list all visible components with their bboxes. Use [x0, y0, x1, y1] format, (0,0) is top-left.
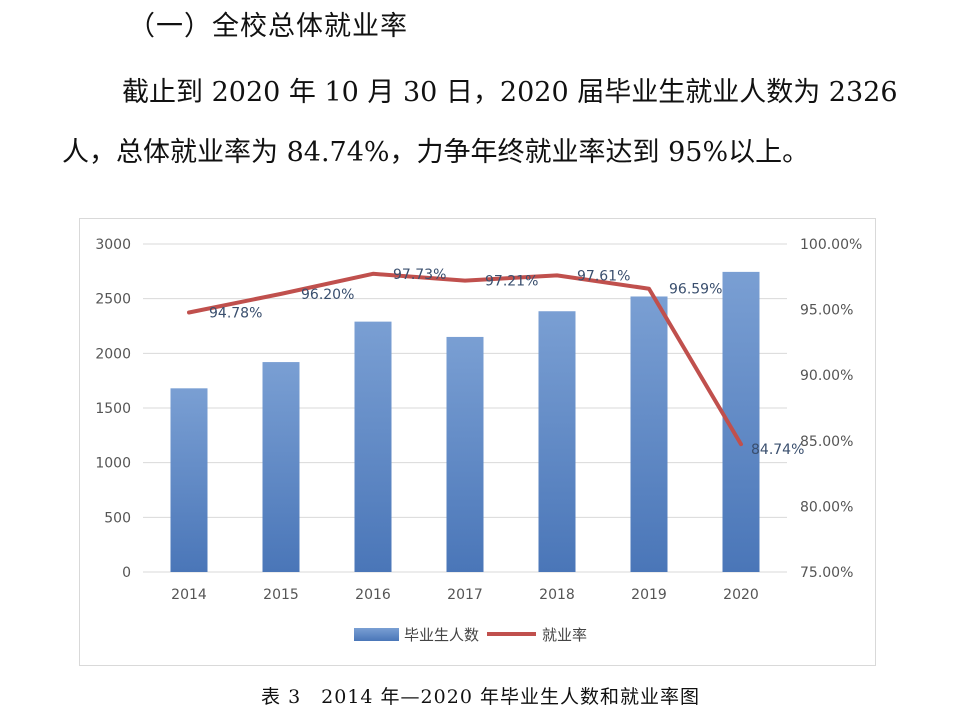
y-left-tick-label: 3000 [95, 237, 131, 253]
bar [538, 311, 576, 572]
data-label: 97.21% [485, 274, 538, 290]
y-left-tick-label: 500 [104, 510, 131, 526]
figure-caption: 表 3 2014 年—2020 年毕业生人数和就业率图 [261, 686, 700, 708]
bar [630, 296, 668, 572]
y-left-tick-label: 2500 [95, 292, 131, 308]
combo-chart: 94.78% 96.20% 97.73% 97.21% 97.61% 96.59% 84.7… [95, 237, 862, 644]
data-label: 94.78% [209, 305, 262, 321]
y-right-tick-label: 80.00% [800, 499, 853, 515]
legend-label: 就业率 [542, 626, 587, 644]
line-series: 94.78% 96.20% 97.73% 97.21% 97.61% 96.59% 84.7… [187, 267, 804, 458]
y-left-tick-label: 1500 [95, 401, 131, 417]
y-left-tick-label: 0 [122, 565, 131, 581]
x-tick-label: 2017 [447, 587, 483, 603]
chart-frame: 94.78% 96.20% 97.73% 97.21% 97.61% 96.59% 84.7… [79, 218, 876, 666]
data-label: 96.20% [301, 287, 354, 303]
axes: 0 500 1000 1500 2000 2500 3000 75.00% 80.00% 85.0… [95, 237, 862, 603]
bar [262, 362, 300, 572]
y-right-tick-label: 95.00% [800, 303, 853, 319]
legend: 毕业生人数 就业率 [354, 626, 587, 644]
bar-series [170, 271, 760, 572]
y-right-tick-label: 85.00% [800, 434, 853, 450]
y-right-tick-label: 75.00% [800, 565, 853, 581]
legend-swatch-bar [354, 628, 399, 641]
x-tick-label: 2014 [171, 587, 207, 603]
y-right-tick-label: 90.00% [800, 368, 853, 384]
x-tick-label: 2018 [539, 587, 575, 603]
legend-label: 毕业生人数 [404, 626, 479, 644]
y-left-tick-label: 2000 [95, 346, 131, 362]
bar [354, 321, 392, 572]
y-left-tick-label: 1000 [95, 456, 131, 472]
employment-rate-line [187, 271, 743, 447]
x-tick-label: 2020 [723, 587, 759, 603]
x-tick-label: 2019 [631, 587, 667, 603]
bar [170, 388, 208, 572]
y-right-tick-label: 100.00% [800, 237, 862, 253]
x-tick-label: 2015 [263, 587, 299, 603]
data-label: 97.73% [393, 267, 446, 283]
x-tick-label: 2016 [355, 587, 391, 603]
data-label: 96.59% [669, 282, 722, 298]
data-label: 97.61% [577, 268, 630, 284]
bar [446, 336, 484, 572]
data-label: 84.74% [751, 442, 804, 458]
section-heading: （一）全校总体就业率 [128, 11, 408, 42]
paragraph-line-2: 人，总体就业率为 84.74%，力争年终就业率达到 95%以上。 [62, 137, 810, 168]
paragraph-line-1: 截止到 2020 年 10 月 30 日，2020 届毕业生就业人数为 2326 [122, 77, 898, 108]
